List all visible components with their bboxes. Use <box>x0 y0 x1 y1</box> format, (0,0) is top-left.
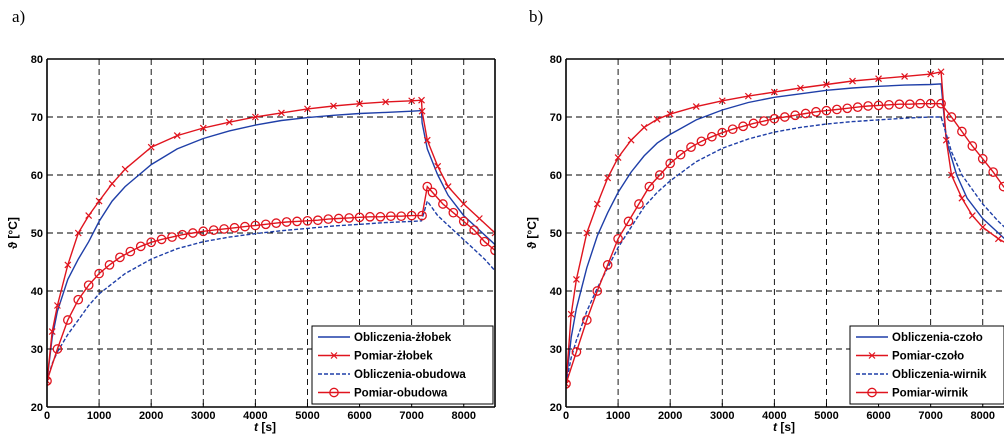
chart-panel-b: b) 0 1000 2000 3000 4000 5000 6000 7000 8000 20 30 4… <box>525 7 1004 434</box>
y-tick-label: 50 <box>550 228 562 240</box>
y-tick-label: 80 <box>550 54 562 66</box>
y-axis-title: ϑ [°C] <box>6 217 20 249</box>
y-tick-label: 60 <box>31 170 43 182</box>
y-axis-title: ϑ [°C] <box>525 217 539 249</box>
x-tick-label: 1000 <box>606 410 630 422</box>
legend: Obliczenia-żłobek Pomiar-żłobek Obliczenia… <box>312 326 493 404</box>
y-tick-label: 60 <box>550 170 562 182</box>
y-tick-label: 50 <box>31 228 43 240</box>
y-tick-label: 40 <box>550 286 562 298</box>
y-tick-label: 30 <box>31 344 43 356</box>
x-tick-label: 8000 <box>971 410 995 422</box>
legend-label: Obliczenia-czoło <box>892 332 983 344</box>
legend: Obliczenia-czoło Pomiar-czoło Obliczenia-w… <box>850 326 1004 404</box>
x-tick-label: 2000 <box>139 410 163 422</box>
y-tick-label: 30 <box>550 344 562 356</box>
panel-label: b) <box>529 7 543 26</box>
y-tick-label: 70 <box>550 112 562 124</box>
x-tick-label: 0 <box>44 410 50 422</box>
x-tick-label: 5000 <box>814 410 838 422</box>
legend-label: Obliczenia-obudowa <box>354 369 466 381</box>
x-axis-title: t [s] <box>773 420 795 434</box>
y-tick-label: 70 <box>31 112 43 124</box>
chart-panel-a: a)0 1000 2000 3000 4000 5000 6000 7000 800020304… <box>6 7 499 434</box>
x-tick-label: 1000 <box>87 410 111 422</box>
legend-label: Obliczenia-żłobek <box>354 332 452 344</box>
legend-label: Pomiar-wirnik <box>892 388 969 400</box>
legend-label: Obliczenia-wirnik <box>892 369 987 381</box>
x-tick-label: 3000 <box>191 410 215 422</box>
y-tick-label: 20 <box>550 402 562 414</box>
legend-label: Pomiar-żłobek <box>354 351 433 363</box>
x-tick-label: 2000 <box>658 410 682 422</box>
x-tick-label: 3000 <box>710 410 734 422</box>
y-tick-label: 80 <box>31 54 43 66</box>
x-tick-label: 6000 <box>866 410 890 422</box>
y-tick-label: 40 <box>31 286 43 298</box>
legend-label: Pomiar-czoło <box>892 351 964 363</box>
y-tick-label: 20 <box>31 402 43 414</box>
legend-label: Pomiar-obudowa <box>354 388 448 400</box>
x-tick-label: 5000 <box>295 410 319 422</box>
x-axis-title: t [s] <box>254 420 276 434</box>
x-tick-label: 0 <box>563 410 569 422</box>
panel-label: a) <box>12 7 25 26</box>
x-tick-label: 8000 <box>452 410 476 422</box>
x-tick-label: 6000 <box>347 410 371 422</box>
x-tick-label: 7000 <box>918 410 942 422</box>
x-tick-label: 7000 <box>399 410 423 422</box>
